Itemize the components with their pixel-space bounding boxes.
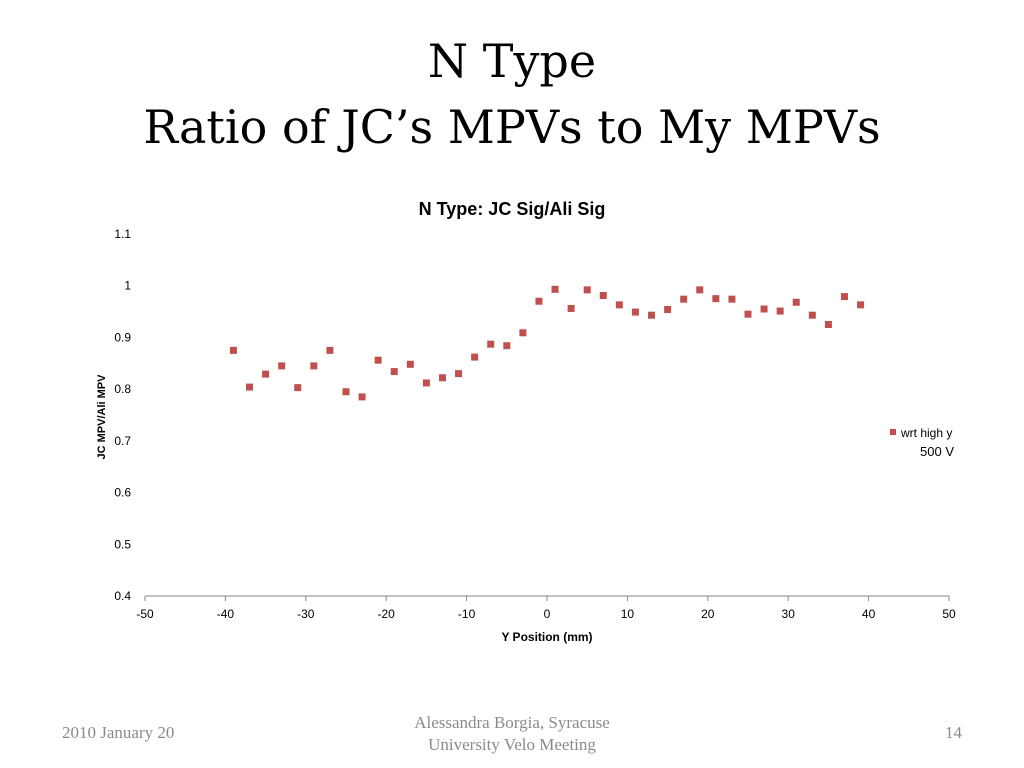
data-point (503, 342, 511, 350)
data-point (615, 301, 623, 309)
y-axis-label: JC MPV/Ali MPV (96, 374, 108, 460)
data-point (471, 353, 479, 361)
data-point (326, 346, 334, 354)
data-point (744, 310, 752, 318)
data-point (824, 321, 832, 328)
data-point (294, 384, 302, 392)
x-tick-label: -30 (297, 607, 315, 621)
data-point (422, 379, 430, 387)
legend-label-line1: wrt high y (900, 426, 952, 440)
y-tick-label: 1.1 (114, 227, 131, 241)
data-point (840, 293, 848, 301)
footer-presenter: Alessandra Borgia, Syracuse University V… (352, 712, 672, 756)
chart-axes: -50 -40 -30 -20 -10 0 10 20 30 40 50 0.4 0.5 0.6 0.7 0.… (114, 227, 956, 621)
data-point (808, 311, 816, 319)
x-tick-label: 30 (782, 607, 796, 621)
data-point (712, 295, 720, 303)
y-tick-label: 0.9 (114, 330, 131, 344)
footer-date: 2010 January 20 (62, 723, 175, 742)
data-point (229, 346, 237, 354)
data-point (406, 360, 414, 368)
data-point (728, 295, 736, 303)
data-point (535, 297, 543, 305)
data-point (648, 311, 656, 319)
y-tick-label: 0.5 (114, 537, 131, 551)
data-point (487, 340, 495, 348)
data-point (792, 298, 800, 306)
footer-center-line1: Alessandra Borgia, Syracuse (414, 713, 610, 732)
x-tick-label: -20 (378, 607, 396, 621)
data-point (664, 306, 672, 314)
data-point (262, 370, 270, 378)
legend-label-line2: 500 V (920, 444, 954, 459)
footer-center-line2: University Velo Meeting (428, 735, 596, 754)
y-tick-label: 0.8 (114, 382, 131, 396)
x-tick-label: 50 (942, 607, 956, 621)
legend: wrt high y 500 V (890, 426, 954, 459)
data-point (358, 393, 366, 401)
data-point (342, 388, 350, 396)
data-point (583, 286, 591, 294)
data-point (551, 285, 559, 293)
data-point (631, 308, 639, 316)
x-tick-label: 0 (544, 607, 551, 621)
y-tick-label: 1 (124, 279, 131, 293)
data-point (278, 362, 286, 370)
y-tick-label: 0.6 (114, 486, 131, 500)
data-point (599, 292, 607, 300)
data-point (760, 305, 768, 313)
x-tick-label: -10 (458, 607, 476, 621)
data-point (374, 356, 382, 364)
x-tick-label: -40 (217, 607, 235, 621)
data-point (519, 329, 527, 337)
x-tick-label: 40 (862, 607, 876, 621)
x-tick-label: 20 (701, 607, 715, 621)
legend-marker (890, 429, 896, 435)
y-tick-label: 0.7 (114, 434, 131, 448)
y-tick-label: 0.4 (114, 589, 131, 603)
footer-page-number: 14 (945, 723, 962, 742)
data-point (246, 383, 254, 391)
data-point (680, 295, 688, 303)
chart-title: N Type: JC Sig/Ali Sig (419, 199, 606, 219)
x-tick-label: -50 (136, 607, 154, 621)
data-point (776, 307, 784, 315)
slide-title-line1: N Type (427, 34, 597, 88)
slide-title: N Type Ratio of JC’s MPVs to My MPVs (0, 28, 1024, 160)
data-point (567, 304, 575, 312)
x-tick-label: 10 (621, 607, 635, 621)
x-axis-label: Y Position (mm) (501, 630, 592, 644)
data-point (696, 286, 704, 294)
slide-title-line2: Ratio of JC’s MPVs to My MPVs (143, 100, 881, 154)
data-point (390, 368, 398, 376)
data-point (857, 301, 865, 309)
chart-points (229, 285, 865, 401)
data-point (455, 370, 463, 378)
data-point (438, 374, 446, 382)
data-point (310, 362, 318, 370)
